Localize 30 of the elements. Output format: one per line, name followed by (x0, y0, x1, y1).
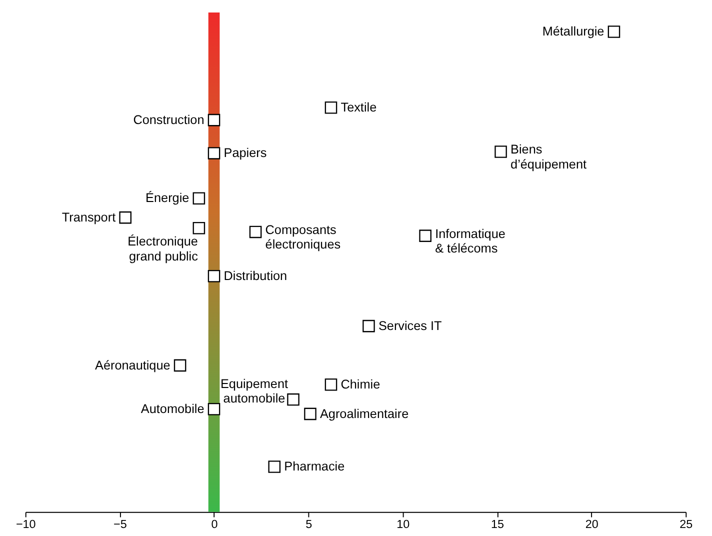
point (208, 147, 220, 160)
annotation: Informatique & télécoms (435, 226, 506, 256)
point (208, 402, 220, 416)
x-tick-label: 20 (585, 518, 599, 531)
annotation: Agroalimentaire (320, 406, 409, 421)
annotation: Equipement automobile (220, 376, 288, 406)
x-tick-label: 15 (490, 518, 504, 531)
annotation: Automobile (140, 402, 204, 416)
x-tick-label: 0 (211, 518, 218, 531)
annotation: Construction (133, 112, 204, 127)
x-tick-label: 10 (396, 518, 410, 531)
x-tick-label: −5 (114, 518, 128, 531)
annotation: Pharmacie (284, 460, 345, 474)
annotation: Aéronautique (95, 358, 170, 372)
annotation: Chimie (340, 378, 380, 392)
annotation: Composants électroniques (265, 222, 341, 252)
annotation: Textile (340, 100, 377, 114)
x-tick-label: 5 (306, 518, 313, 531)
annotation: Distribution (224, 269, 288, 284)
annotation: Métallurgie (542, 24, 604, 39)
point (208, 114, 220, 126)
x-tick-label: −10 (16, 518, 36, 531)
point (208, 270, 220, 282)
annotation: Transport (62, 210, 116, 224)
annotation: Biens d’équipement (510, 142, 588, 172)
annotation: Papiers (224, 146, 267, 160)
x-tick-label: 25 (680, 518, 694, 531)
annotation: Énergie (146, 191, 190, 206)
annotation: Électronique grand public (128, 234, 198, 264)
annotation: Services IT (378, 318, 442, 333)
